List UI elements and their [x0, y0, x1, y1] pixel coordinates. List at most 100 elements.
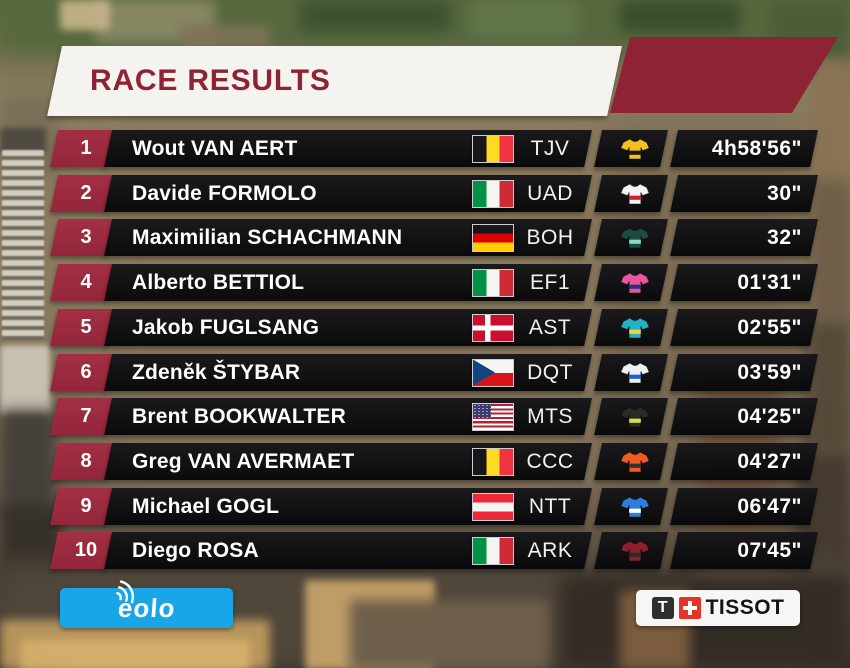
flag-cze — [472, 358, 514, 387]
page-title: RACE RESULTS — [90, 64, 331, 97]
rank-badge: 9 — [50, 488, 114, 525]
time-cell: 04'27" — [670, 443, 818, 480]
cycling-jersey-icon — [620, 539, 650, 561]
flag-field — [473, 180, 513, 207]
photo-texture — [470, 0, 580, 38]
cycling-jersey-icon — [620, 405, 650, 427]
time-cell: 01'31" — [670, 264, 818, 301]
jersey-cell — [594, 398, 668, 435]
time-cell: 32" — [670, 219, 818, 256]
time-gap: 4h58'56" — [711, 136, 802, 160]
time-cell: 30" — [670, 175, 818, 212]
rank-number: 6 — [80, 361, 92, 383]
eolo-logo: eolo — [115, 579, 176, 623]
jersey-cell — [594, 175, 668, 212]
jersey-cell — [594, 532, 668, 569]
flag-ger — [472, 223, 514, 252]
time-gap: 06'47" — [737, 494, 802, 518]
rider-name: Maximilian SCHACHMANN — [132, 225, 403, 249]
result-row: 4 Alberto BETTIOL EF1 01'31" — [0, 264, 850, 301]
rider-bar: Michael GOGL NTT — [104, 488, 592, 525]
results-header-bar: RACE RESULTS — [47, 46, 623, 116]
result-row: 6 Zdeněk ŠTYBAR DQT 03'59" — [0, 354, 850, 391]
team-code: BOH — [526, 225, 574, 249]
team-code: EF1 — [529, 270, 570, 294]
team-code: MTS — [527, 404, 573, 428]
team-code: TJV — [530, 136, 570, 160]
team-code: AST — [528, 315, 572, 339]
result-row: 9 Michael GOGL NTT 06'47" — [0, 488, 850, 525]
rider-bar: Davide FORMOLO UAD — [104, 175, 592, 212]
rank-badge: 5 — [50, 309, 114, 346]
rider-name: Davide FORMOLO — [132, 181, 317, 205]
cycling-jersey-icon — [620, 495, 650, 517]
cycling-jersey-icon — [620, 271, 650, 293]
result-row: 1 Wout VAN AERT TJV 4h58'56" — [0, 130, 850, 167]
time-gap: 30" — [767, 181, 802, 205]
photo-texture — [350, 600, 550, 668]
jersey-cell — [594, 264, 668, 301]
rank-number: 5 — [80, 316, 92, 338]
photo-texture — [60, 0, 110, 30]
rank-number: 9 — [80, 495, 92, 517]
flag-ita — [472, 179, 514, 208]
rank-badge: 7 — [50, 398, 114, 435]
photo-texture — [180, 25, 270, 50]
time-cell: 02'55" — [670, 309, 818, 346]
cycling-jersey-icon — [620, 226, 650, 248]
rank-number: 8 — [80, 450, 92, 472]
rank-number: 3 — [80, 226, 92, 248]
cycling-jersey-icon — [620, 361, 650, 383]
swiss-cross-icon — [678, 597, 701, 619]
rank-badge: 6 — [50, 354, 114, 391]
rider-bar: Greg VAN AVERMAET CCC — [104, 443, 592, 480]
result-row: 10 Diego ROSA ARK 07'45" — [0, 532, 850, 569]
time-cell: 06'47" — [670, 488, 818, 525]
team-code: DQT — [527, 360, 573, 384]
flag-bel — [472, 447, 514, 476]
flag-field — [473, 314, 513, 341]
rider-bar: Diego ROSA ARK — [104, 532, 592, 569]
rank-badge: 3 — [50, 219, 114, 256]
time-gap: 32" — [767, 225, 802, 249]
result-row: 7 Brent BOOKWALTER MTS 04'25" — [0, 398, 850, 435]
photo-texture — [0, 410, 55, 520]
rider-name: Greg VAN AVERMAET — [132, 449, 355, 473]
flag-star-canton — [473, 403, 491, 418]
jersey-cell — [594, 443, 668, 480]
result-row: 5 Jakob FUGLSANG AST 02'55" — [0, 309, 850, 346]
rank-number: 10 — [74, 539, 98, 561]
time-gap: 04'27" — [737, 449, 802, 473]
cycling-jersey-icon — [620, 137, 650, 159]
jersey-cell — [594, 219, 668, 256]
flag-ita — [472, 268, 514, 297]
flag-ita — [472, 536, 514, 565]
time-gap: 02'55" — [737, 315, 802, 339]
cycling-jersey-icon — [620, 450, 650, 472]
time-cell: 03'59" — [670, 354, 818, 391]
rank-badge: 1 — [50, 130, 114, 167]
flag-den — [472, 313, 514, 342]
rank-badge: 2 — [50, 175, 114, 212]
cycling-jersey-icon — [620, 182, 650, 204]
jersey-cell — [594, 130, 668, 167]
rider-name: Jakob FUGLSANG — [132, 315, 320, 339]
sponsor-banner-eolo: eolo — [60, 579, 233, 628]
siena-campanile — [2, 150, 44, 340]
team-code: ARK — [527, 538, 573, 562]
flag-field — [473, 135, 513, 162]
team-code: CCC — [526, 449, 574, 473]
result-row: 3 Maximilian SCHACHMANN BOH 32" — [0, 219, 850, 256]
rank-number: 7 — [80, 405, 92, 427]
flag-usa — [472, 402, 514, 431]
result-row: 8 Greg VAN AVERMAET CCC 04'27" — [0, 443, 850, 480]
photo-texture — [805, 320, 850, 450]
rider-bar: Maximilian SCHACHMANN BOH — [104, 219, 592, 256]
photo-texture — [0, 128, 46, 154]
time-gap: 07'45" — [737, 538, 802, 562]
rider-name: Zdeněk ŠTYBAR — [132, 360, 301, 384]
rider-bar: Zdeněk ŠTYBAR DQT — [104, 354, 592, 391]
rank-number: 2 — [80, 182, 92, 204]
rider-name: Alberto BETTIOL — [132, 270, 305, 294]
